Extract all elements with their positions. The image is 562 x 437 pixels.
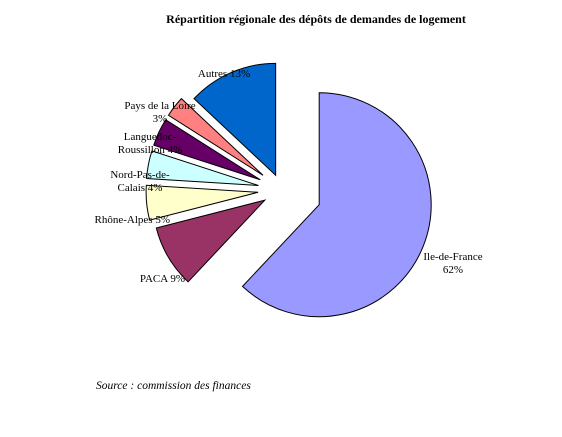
slice-label-line: Calais 4% [118,182,163,194]
slice-label-line: 62% [443,264,463,276]
pie-slice-autres [193,62,277,177]
slice-label-line: Pays de la Loire [124,100,195,112]
slice-label-line: Rhône-Alpes 5% [95,214,170,226]
slice-label-line: Roussillon 4% [118,144,182,156]
pie-slices [145,62,432,318]
slice-label-line: 3% [153,113,168,125]
slice-label-pays-de-la-loire: Pays de la Loire 3% [124,100,195,125]
slice-label-line: Autres 13% [198,68,250,80]
slice-label-line: Ile-de-France [423,251,482,263]
source-note: Source : commission des finances [96,380,251,392]
slice-label-line: Languedoc- [124,131,177,143]
slice-label-line: Nord-Pas-de- [110,169,170,181]
slice-label-languedoc-roussillon: Languedoc-Roussillon 4% [118,131,182,156]
pie-slice-ile-de-france [241,92,432,318]
pie-slice-paca [155,199,267,283]
chart-title: Répartition régionale des dépôts de dema… [166,12,466,26]
slice-label-autres: Autres 13% [198,68,250,80]
pie-labels: Ile-de-France 62% PACA 9% Rhône-Alpes 5% Nor… [95,68,483,285]
pie-slice-pays-de-la-loire [167,97,264,176]
slice-label-rh-ne-alpes: Rhône-Alpes 5% [95,214,170,226]
slice-label-line: PACA 9% [140,273,185,285]
pie-slice-languedoc-roussillon [153,119,261,181]
slice-label-paca: PACA 9% [140,273,185,285]
slice-label-ile-de-france: Ile-de-France 62% [423,251,482,276]
slice-label-nord-pas-de-calais: Nord-Pas-de-Calais 4% [110,169,170,194]
pie-slice-rh-ne-alpes [145,184,259,221]
pie-slice-nord-pas-de-calais [146,150,259,186]
